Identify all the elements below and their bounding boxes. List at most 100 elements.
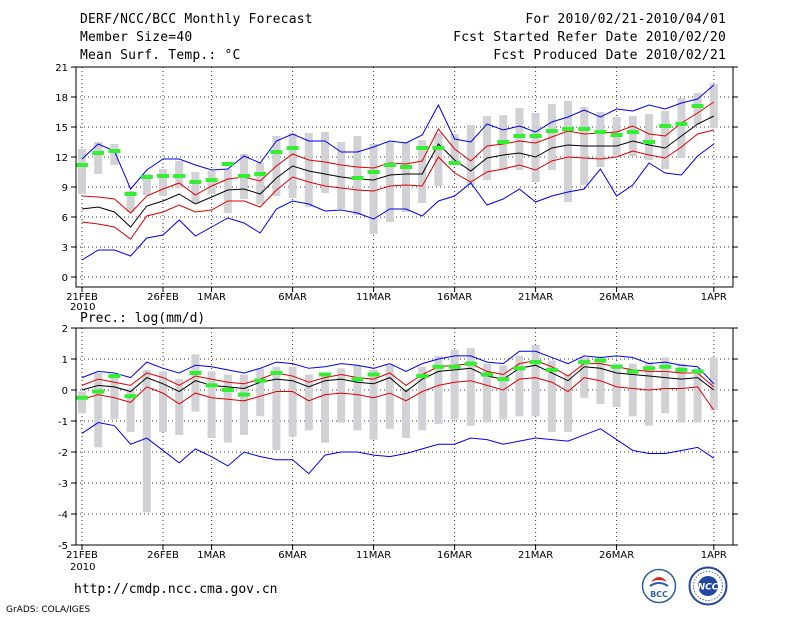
observed-marker: [286, 146, 299, 150]
spread-low-line: [81, 129, 714, 240]
ensemble-box: [483, 363, 491, 423]
ensemble-box: [547, 360, 556, 432]
x-tick-label: 6MAR: [278, 292, 307, 303]
y-tick-label: 3: [62, 243, 68, 254]
y-tick-label: 9: [62, 183, 68, 194]
observed-marker: [238, 174, 250, 178]
ensemble-box: [240, 374, 248, 435]
envelope-high-line: [81, 350, 715, 385]
y-tick-label: -1: [58, 417, 68, 428]
observed-marker: [545, 129, 558, 133]
observed-marker: [464, 361, 477, 366]
year-label: 2010: [70, 302, 95, 313]
observed-marker: [545, 367, 558, 372]
x-tick-label: 26MAR: [599, 292, 634, 303]
ensemble-box: [677, 363, 686, 423]
envelope-low-line: [81, 143, 715, 261]
envelope-high-line: [81, 84, 715, 190]
x-tick-label: 6MAR: [278, 550, 307, 561]
y-tick-label: 1: [62, 355, 68, 366]
ensemble-box: [402, 142, 410, 212]
observed-marker: [140, 175, 153, 179]
ensemble-box: [256, 368, 265, 417]
observed-marker: [448, 161, 461, 165]
y-tick-label: 6: [62, 213, 68, 224]
ensemble-box: [207, 371, 216, 439]
observed-marker: [254, 172, 267, 176]
observed-marker: [92, 389, 105, 394]
ensemble-box: [385, 142, 394, 222]
ensemble-box: [402, 388, 410, 439]
ensemble-box: [385, 365, 394, 429]
observed-marker: [416, 374, 429, 379]
observed-marker: [432, 146, 445, 150]
ensemble-box: [434, 133, 443, 186]
ensemble-box: [466, 125, 475, 185]
grads-credit: GrADS: COLA/IGES: [6, 605, 91, 615]
observed-marker: [626, 369, 639, 374]
observed-marker: [189, 370, 202, 375]
ensemble-box: [661, 357, 670, 414]
ensemble-box: [288, 366, 297, 437]
observed-marker: [108, 149, 121, 153]
observed-marker: [76, 395, 88, 400]
x-tick-label: 11MAR: [356, 550, 391, 561]
observed-marker: [513, 366, 526, 371]
observed-marker: [92, 151, 105, 155]
observed-marker: [659, 364, 672, 369]
ensemble-box: [515, 108, 524, 170]
observed-marker: [497, 377, 510, 382]
observed-marker: [529, 134, 542, 138]
ensemble-box: [531, 345, 540, 417]
x-tick-label: 16MAR: [437, 292, 472, 303]
ensemble-box: [564, 101, 572, 202]
envelope-low-line: [81, 422, 715, 475]
bcc-logo-text: BCC: [650, 590, 668, 599]
observed-marker: [691, 369, 704, 374]
ncc-logo: NCC: [688, 566, 728, 606]
ensemble-box: [628, 116, 637, 156]
bcc-logo-wave: [649, 582, 669, 587]
observed-marker: [221, 388, 234, 392]
spread-high-line: [81, 360, 715, 388]
observed-marker: [594, 358, 607, 363]
observed-marker: [108, 374, 121, 379]
observed-marker: [351, 176, 364, 180]
x-tick-label: 11MAR: [356, 292, 391, 303]
ensemble-box: [434, 355, 443, 425]
observed-marker: [270, 370, 283, 375]
ncc-logo-globe: [698, 576, 718, 596]
observed-marker: [610, 364, 623, 369]
x-tick-label: 26FEB: [147, 292, 179, 303]
ensemble-box: [693, 93, 702, 125]
observed-marker: [270, 150, 283, 154]
ensemble-box: [126, 191, 135, 212]
y-tick-label: -5: [58, 541, 68, 552]
observed-marker: [173, 174, 186, 178]
ensemble-box: [78, 149, 86, 194]
ensemble-box: [94, 142, 103, 174]
ensemble-box: [304, 133, 313, 207]
y-tick-label: 18: [55, 93, 68, 104]
ensemble-box: [564, 374, 572, 432]
ncc-logo-text: NCC: [698, 583, 719, 593]
chart-panel-top: 0 3 6 9 12 15 18 21 21FEB 26FEB 1MAR 6MAR 11MAR 16MAR…: [55, 63, 738, 313]
ensemble-box: [304, 374, 313, 431]
observed-marker: [254, 378, 267, 383]
ensemble-box: [418, 366, 427, 431]
ensemble-box: [353, 365, 362, 431]
ensemble-box: [337, 368, 346, 423]
y-tick-label: 0: [62, 273, 68, 284]
observed-marker: [594, 130, 607, 134]
observed-marker: [675, 122, 688, 126]
ensemble-box: [191, 354, 200, 412]
x-tick-label: 21MAR: [518, 292, 553, 303]
y-tick-label: -2: [58, 448, 68, 459]
precip-title: Prec.: log(mm/d): [80, 311, 205, 326]
ensemble-box: [126, 388, 135, 432]
source-url[interactable]: http://cmdp.ncc.cma.gov.cn: [74, 582, 278, 597]
ensemble-mean-line: [81, 364, 715, 393]
observed-marker: [400, 165, 412, 169]
observed-marker: [76, 163, 88, 167]
